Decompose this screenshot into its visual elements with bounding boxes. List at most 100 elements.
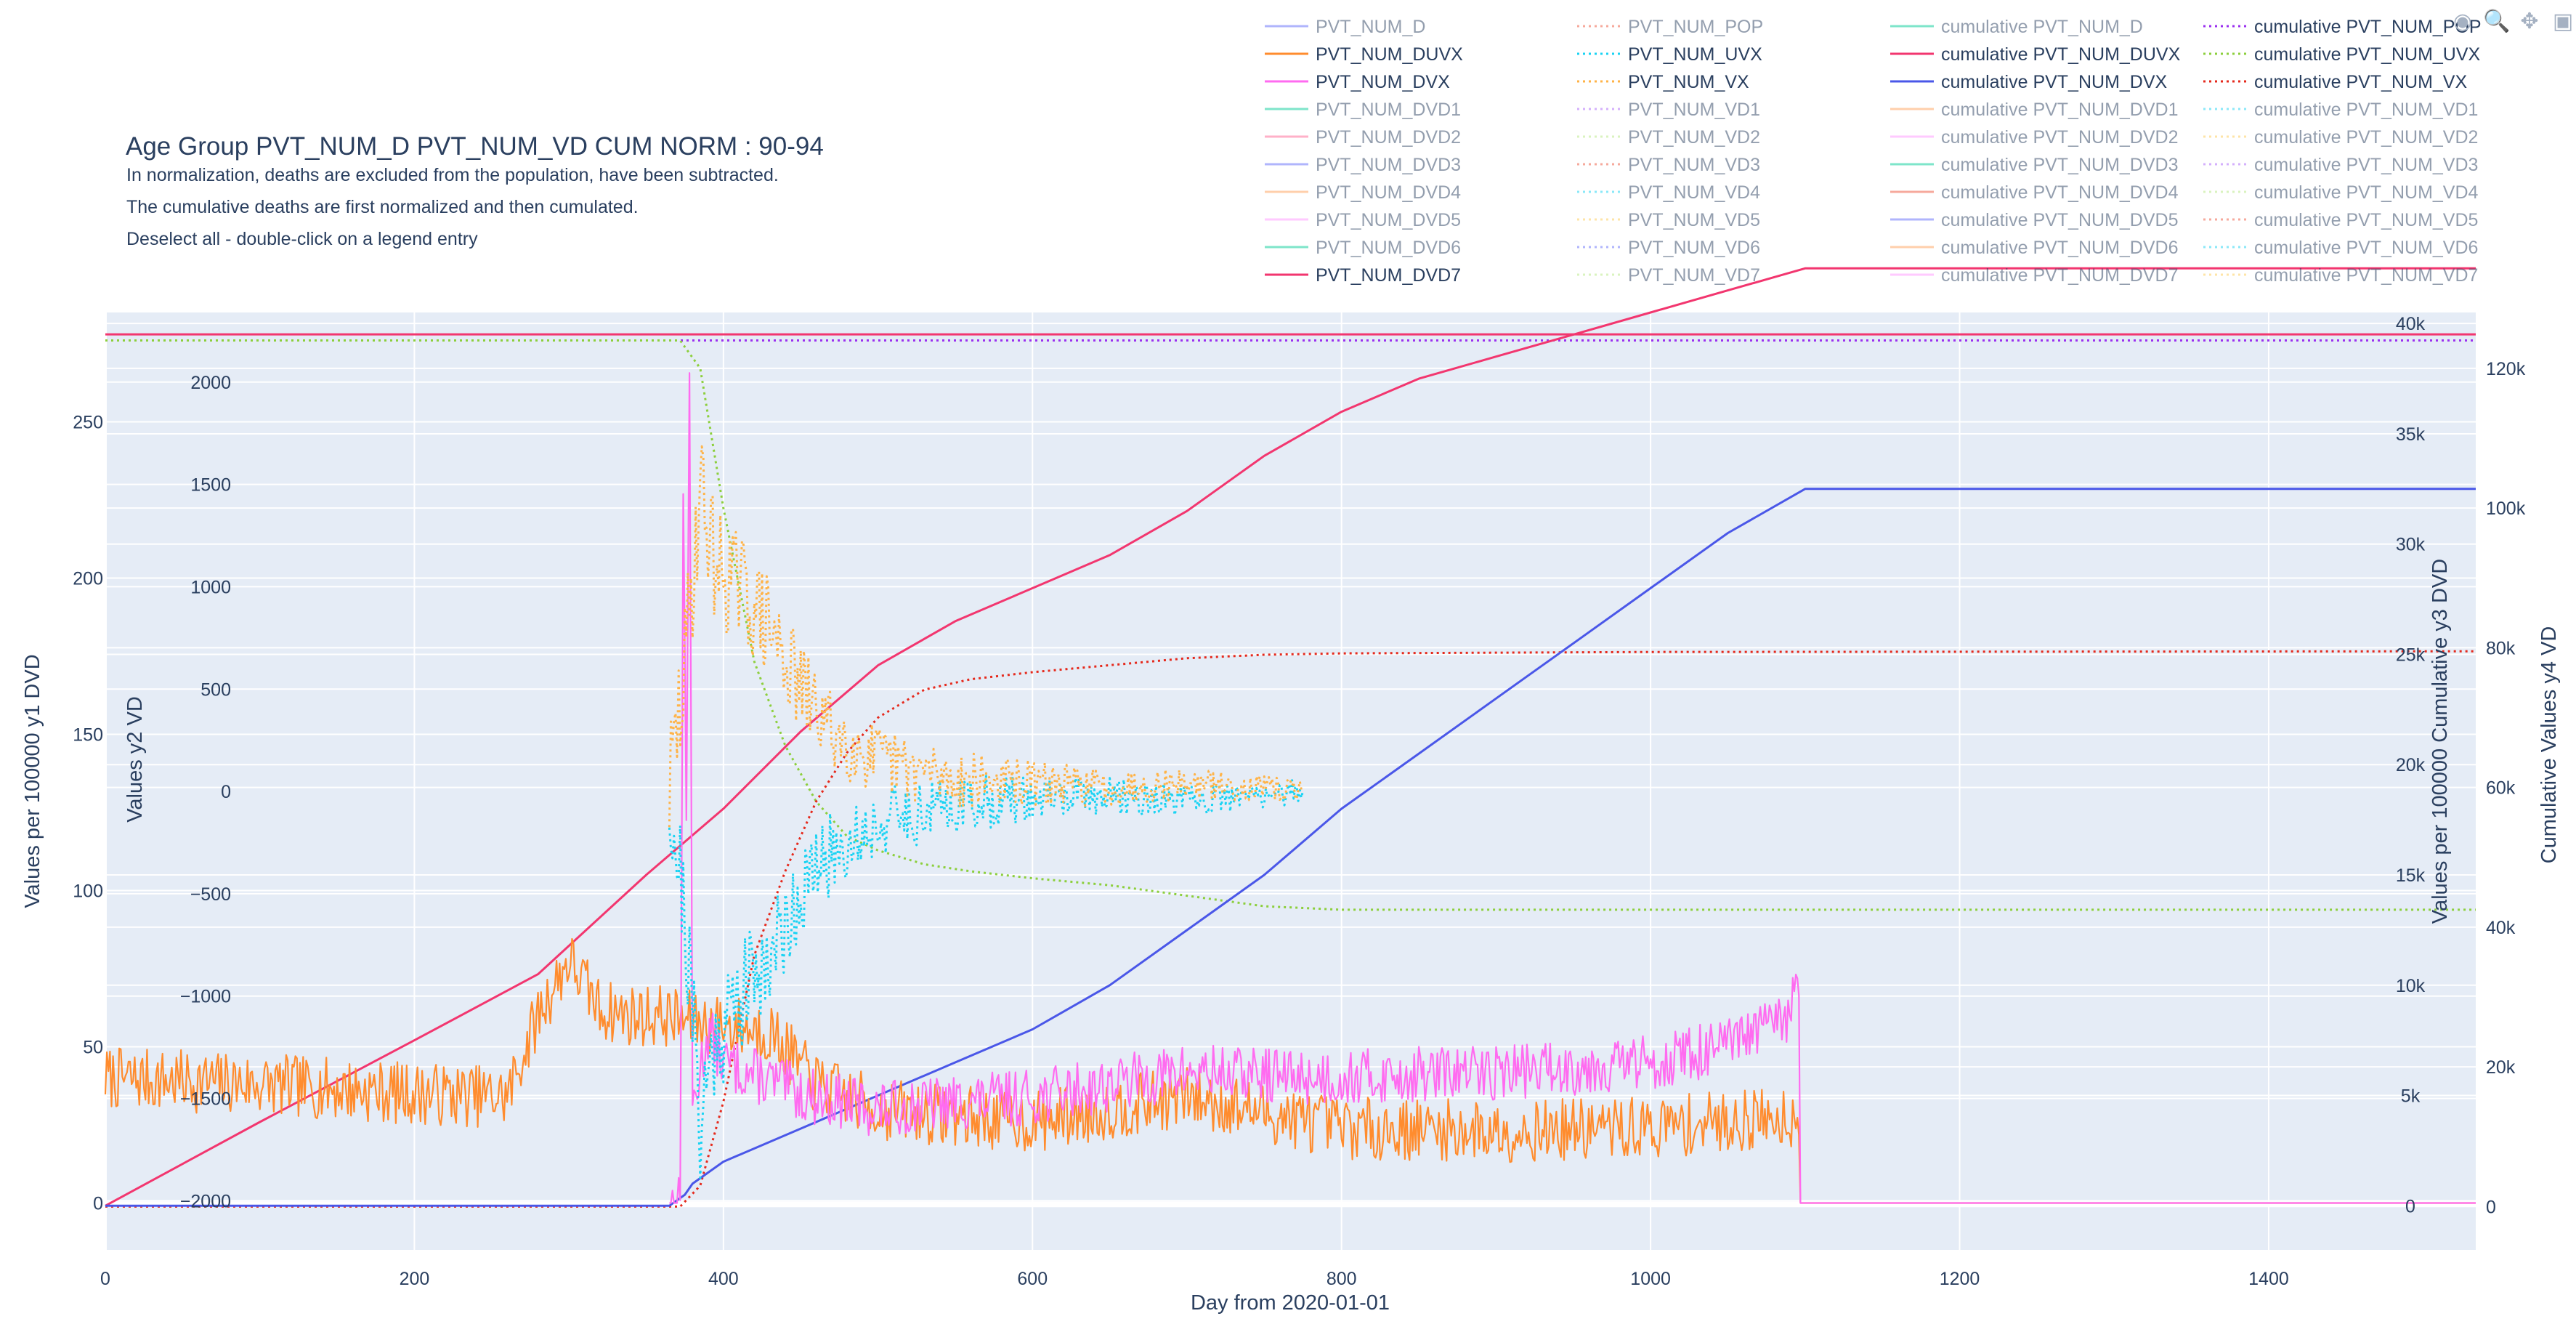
legend-label: PVT_NUM_VD3 [1628, 155, 1760, 175]
legend-item[interactable]: cumulative PVT_NUM_DVD5 [1890, 210, 2179, 230]
legend-label: PVT_NUM_POP [1628, 17, 1763, 37]
y2-tick-label: 1500 [190, 475, 231, 496]
series-line-pvt_num_uvx[interactable] [668, 775, 1304, 1179]
legend-item[interactable]: PVT_NUM_DVD5 [1265, 210, 1461, 230]
legend-item[interactable]: PVT_NUM_UVX [1577, 44, 1762, 65]
y2-tick-label: 2000 [190, 373, 231, 393]
series-line-pvt_num_dvx[interactable] [669, 372, 2476, 1204]
y1-axis-title: Values per 100000 y1 DVD [21, 654, 44, 908]
y4-tick-label: 120k [2486, 359, 2526, 379]
legend-item[interactable]: PVT_NUM_DUVX [1265, 44, 1463, 65]
legend-item[interactable]: cumulative PVT_NUM_DVD7 [1890, 265, 2179, 286]
x-tick-label: 800 [1327, 1269, 1357, 1289]
pan-icon[interactable]: ✥ [2520, 9, 2539, 34]
legend-label: PVT_NUM_DVD3 [1316, 155, 1461, 175]
x-tick-label: 200 [400, 1269, 430, 1289]
series-line-pvt_num_vx[interactable] [668, 445, 1303, 828]
series-line-cumulative-pvt_num_dvx[interactable] [105, 488, 2476, 1207]
legend-item[interactable]: PVT_NUM_POP [1577, 17, 1763, 37]
y3-axis-title: Values per 100000 Cumulative y3 DVD [2429, 559, 2452, 924]
y3-tick-label: 15k [2396, 865, 2426, 886]
legend-item[interactable]: cumulative PVT_NUM_VX [2203, 72, 2467, 92]
legend-item[interactable]: cumulative PVT_NUM_DVX [1890, 72, 2168, 92]
legend-label: cumulative PVT_NUM_UVX [2254, 44, 2481, 65]
legend-item[interactable]: PVT_NUM_DVD7 [1265, 265, 1461, 286]
y1-tick-label: 50 [83, 1038, 103, 1058]
legend-label: cumulative PVT_NUM_DVD7 [1941, 265, 2179, 286]
legend-label: PVT_NUM_VD7 [1628, 265, 1760, 286]
legend-item[interactable]: PVT_NUM_VD3 [1577, 155, 1760, 175]
legend-item[interactable]: PVT_NUM_VD6 [1577, 238, 1760, 258]
series-line-cumulative-pvt_num_duvx[interactable] [105, 267, 2476, 1207]
legend-item[interactable]: PVT_NUM_D [1265, 17, 1425, 37]
y4-tick-label: 80k [2486, 638, 2516, 658]
legend-item[interactable]: PVT_NUM_VD1 [1577, 100, 1760, 120]
legend-item[interactable]: cumulative PVT_NUM_VD4 [2203, 182, 2479, 203]
x-tick-label: 0 [100, 1269, 110, 1289]
legend-item[interactable]: PVT_NUM_VX [1577, 72, 1749, 92]
y3-tick-label: 30k [2396, 535, 2426, 555]
legend-item[interactable]: cumulative PVT_NUM_UVX [2203, 44, 2481, 65]
y3-tick-label: 25k [2396, 645, 2426, 665]
autoscale-icon[interactable]: ▣ [2552, 9, 2574, 34]
legend-item[interactable]: cumulative PVT_NUM_VD6 [2203, 238, 2478, 258]
legend-item[interactable]: cumulative PVT_NUM_VD1 [2203, 100, 2478, 120]
legend-item[interactable]: PVT_NUM_DVD1 [1265, 100, 1461, 120]
y2-tick-label: 500 [201, 679, 231, 700]
legend-label: cumulative PVT_NUM_DVX [1941, 72, 2168, 92]
legend-label: PVT_NUM_DVD2 [1316, 127, 1461, 148]
legend-label: cumulative PVT_NUM_DVD2 [1941, 127, 2179, 148]
y4-tick-label: 100k [2486, 499, 2526, 519]
legend-item[interactable]: cumulative PVT_NUM_DVD4 [1890, 182, 2179, 203]
deselect-note: Deselect all - double-click on a legend … [126, 229, 478, 249]
legend-item[interactable]: cumulative PVT_NUM_VD5 [2203, 210, 2478, 230]
legend-item[interactable]: PVT_NUM_VD4 [1577, 182, 1760, 203]
tick-labels: 0 200 400 600 800 1000 1200 1400 0 50 100 150 200 250… [73, 314, 2525, 1289]
legend[interactable]: PVT_NUM_D PVT_NUM_DUVX PVT_NUM_DVX PVT_NUM_… [1265, 17, 2482, 286]
legend-item[interactable]: cumulative PVT_NUM_POP [2203, 17, 2482, 37]
legend-item[interactable]: cumulative PVT_NUM_DVD3 [1890, 155, 2179, 175]
grid-lines [105, 312, 2476, 1250]
y3-tick-label: 35k [2396, 424, 2426, 445]
legend-item[interactable]: PVT_NUM_VD7 [1577, 265, 1760, 286]
y3-tick-label: 40k [2396, 314, 2426, 334]
cumulation-note: The cumulative deaths are first normaliz… [126, 197, 639, 217]
x-tick-label: 400 [708, 1269, 739, 1289]
legend-item[interactable]: cumulative PVT_NUM_VD2 [2203, 127, 2478, 148]
normalization-note: In normalization, deaths are excluded fr… [126, 165, 779, 185]
legend-label: cumulative PVT_NUM_DVD5 [1941, 210, 2179, 230]
legend-label: cumulative PVT_NUM_DVD6 [1941, 238, 2179, 258]
axis-titles: Values per 100000 y1 DVD Values y2 VD Valu… [21, 559, 2561, 1315]
legend-label: PVT_NUM_DVD4 [1316, 182, 1461, 203]
series-line-cumulative-pvt_num_vx[interactable] [105, 650, 2476, 1208]
y2-tick-label: −1500 [180, 1089, 231, 1110]
legend-label: cumulative PVT_NUM_VD3 [2254, 155, 2478, 175]
legend-item[interactable]: cumulative PVT_NUM_VD7 [2203, 265, 2478, 286]
legend-label: PVT_NUM_VD4 [1628, 182, 1760, 203]
legend-item[interactable]: cumulative PVT_NUM_D [1890, 17, 2143, 37]
x-tick-label: 600 [1017, 1269, 1048, 1289]
legend-item[interactable]: PVT_NUM_DVD6 [1265, 238, 1461, 258]
legend-item[interactable]: PVT_NUM_VD5 [1577, 210, 1760, 230]
y2-tick-label: −500 [190, 884, 231, 905]
legend-item[interactable]: cumulative PVT_NUM_DVD1 [1890, 100, 2179, 120]
legend-label: PVT_NUM_DVD7 [1316, 265, 1461, 286]
legend-item[interactable]: PVT_NUM_DVD2 [1265, 127, 1461, 148]
legend-item[interactable]: PVT_NUM_DVD3 [1265, 155, 1461, 175]
series-line-cumulative-pvt_num_uvx[interactable] [105, 339, 2476, 911]
legend-item[interactable]: cumulative PVT_NUM_DVD6 [1890, 238, 2179, 258]
y3-tick-label: 10k [2396, 976, 2426, 996]
legend-item[interactable]: cumulative PVT_NUM_DUVX [1890, 44, 2181, 65]
legend-label: cumulative PVT_NUM_POP [2254, 17, 2482, 37]
zoom-icon[interactable]: 🔍 [2483, 9, 2511, 34]
legend-item[interactable]: PVT_NUM_DVX [1265, 72, 1450, 92]
camera-icon[interactable]: ◉ [2453, 9, 2473, 34]
legend-item[interactable]: PVT_NUM_VD2 [1577, 127, 1760, 148]
legend-label: PVT_NUM_DVX [1316, 72, 1450, 92]
legend-item[interactable]: cumulative PVT_NUM_DVD2 [1890, 127, 2179, 148]
legend-item[interactable]: cumulative PVT_NUM_VD3 [2203, 155, 2478, 175]
y1-tick-label: 200 [73, 569, 103, 589]
legend-label: cumulative PVT_NUM_VD6 [2254, 238, 2478, 258]
legend-item[interactable]: PVT_NUM_DVD4 [1265, 182, 1461, 203]
